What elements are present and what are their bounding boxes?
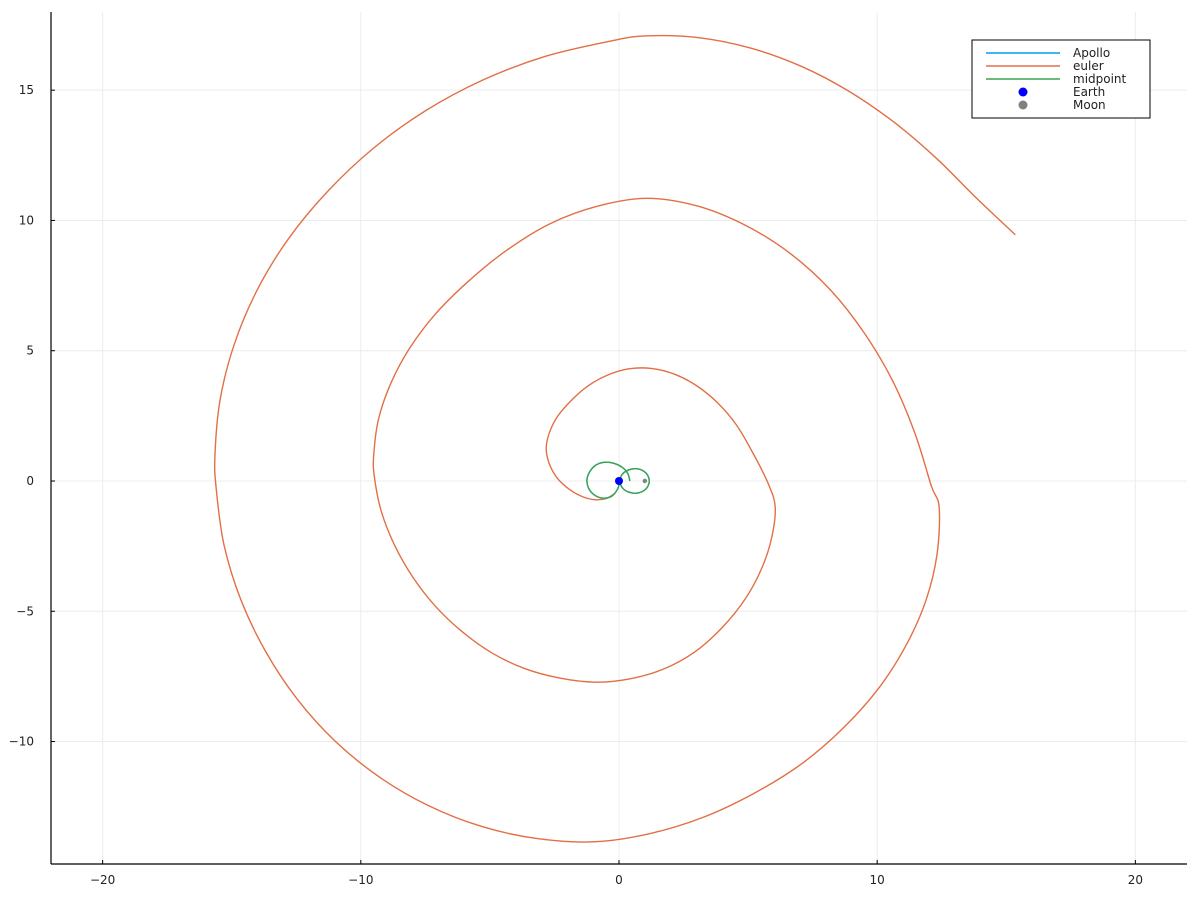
legend-euler-label: euler — [1073, 59, 1104, 73]
legend-moon-swatch — [1018, 100, 1028, 110]
series-moon-point — [642, 478, 648, 484]
legend-earth-label: Earth — [1073, 85, 1105, 99]
x-tick-label: 10 — [870, 873, 885, 887]
tick-labels: −20 −10 0 10 20 −10 −5 0 5 10 15 — [9, 83, 1143, 887]
y-tick-label: 15 — [19, 83, 34, 97]
series-earth-point — [615, 476, 623, 485]
legend-midpoint-label: midpoint — [1073, 72, 1127, 86]
y-tick-label: 10 — [19, 213, 34, 227]
y-tick-label: −5 — [16, 604, 34, 618]
x-tick-label: 0 — [615, 873, 623, 887]
series-midpoint-line — [586, 461, 650, 499]
y-tick-label: 0 — [26, 474, 34, 488]
y-tick-label: −10 — [9, 735, 34, 749]
series-euler-line — [213, 34, 1016, 843]
y-tick-label: 5 — [26, 344, 34, 358]
x-tick-label: −10 — [348, 873, 373, 887]
legend-moon-label: Moon — [1073, 98, 1106, 112]
legend-earth-swatch — [1018, 87, 1028, 97]
legend-apollo-label: Apollo — [1073, 46, 1110, 60]
x-tick-label: 20 — [1128, 873, 1143, 887]
series-layer — [213, 34, 1016, 843]
x-tick-label: −20 — [90, 873, 115, 887]
grid-lines — [51, 12, 1187, 864]
